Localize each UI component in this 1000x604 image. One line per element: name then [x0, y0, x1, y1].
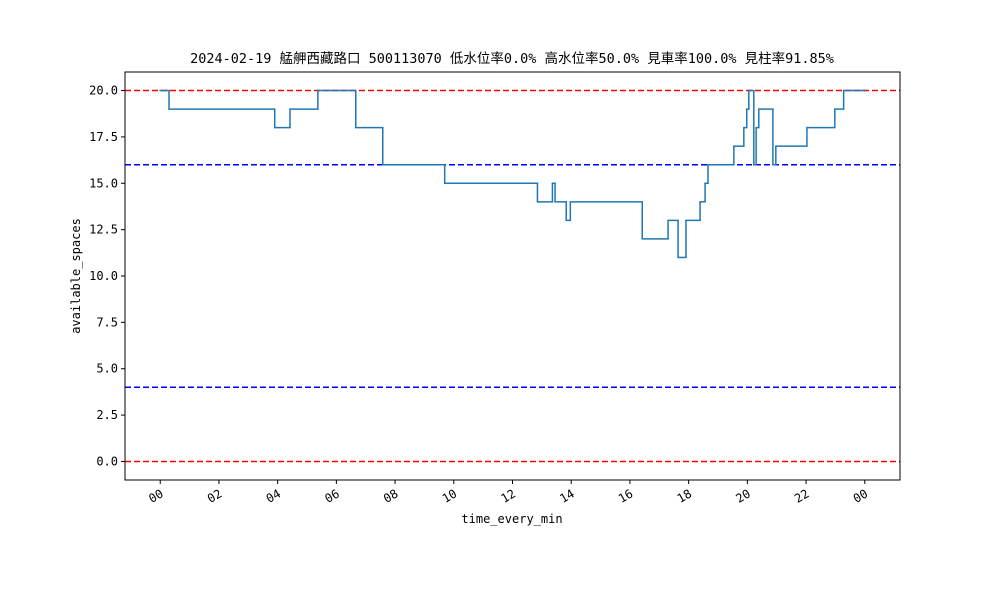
chart-title: 2024-02-19 艋舺西藏路口 500113070 低水位率0.0% 高水位… [190, 50, 834, 67]
y-tick-label: 17.5 [89, 130, 118, 144]
x-tick-label: 16 [616, 486, 636, 505]
x-tick-label: 06 [322, 486, 342, 505]
y-axis-label: available_spaces [69, 218, 83, 334]
x-tick-label: 22 [792, 486, 812, 505]
x-tick-label: 00 [851, 486, 871, 505]
y-tick-label: 12.5 [89, 223, 118, 237]
x-tick-label: 20 [733, 486, 753, 505]
plot-frame [124, 71, 901, 481]
x-axis-label: time_every_min [461, 512, 562, 526]
y-tick-label: 10.0 [89, 269, 118, 283]
x-tick-label: 12 [498, 486, 518, 505]
x-tick-label: 00 [146, 486, 166, 505]
y-tick-label: 20.0 [89, 84, 118, 98]
x-tick-label: 14 [557, 486, 577, 505]
y-tick-label: 15.0 [89, 176, 118, 190]
x-tick-label: 02 [205, 486, 225, 505]
y-tick-label: 2.5 [96, 408, 118, 422]
x-tick-label: 18 [675, 486, 695, 505]
x-tick-label: 10 [440, 486, 460, 505]
x-tick-label: 04 [264, 486, 284, 505]
y-tick-label: 5.0 [96, 362, 118, 376]
y-tick-label: 7.5 [96, 315, 118, 329]
y-tick-label: 0.0 [96, 454, 118, 468]
x-tick-label: 08 [381, 486, 401, 505]
